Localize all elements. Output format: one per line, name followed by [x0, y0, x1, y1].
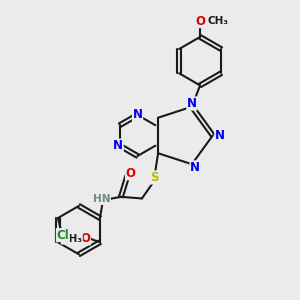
Text: N: N	[190, 161, 200, 174]
Text: O: O	[195, 15, 205, 28]
Text: N: N	[187, 97, 197, 110]
Text: O: O	[126, 167, 136, 180]
Text: N: N	[215, 129, 225, 142]
Text: CH₃: CH₃	[61, 234, 82, 244]
Text: CH₃: CH₃	[207, 16, 228, 26]
Text: Cl: Cl	[56, 229, 69, 242]
Text: O: O	[80, 232, 90, 245]
Text: N: N	[133, 108, 142, 122]
Text: HN: HN	[93, 194, 110, 204]
Text: N: N	[113, 139, 123, 152]
Text: S: S	[151, 171, 159, 184]
